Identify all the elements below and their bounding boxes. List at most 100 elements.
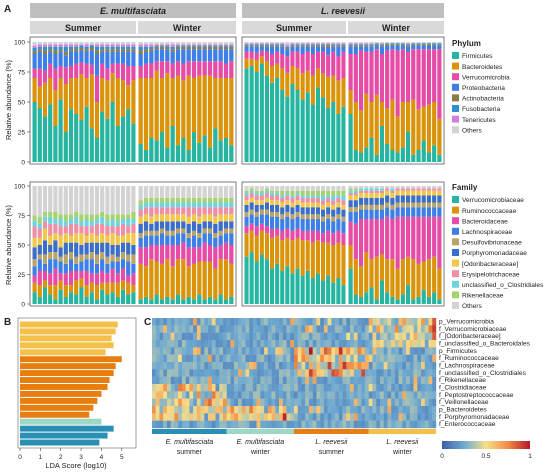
heatmap-cell — [338, 369, 343, 377]
bar-segment-proteobacteria — [295, 46, 300, 52]
heatmap-cell — [256, 318, 261, 326]
heatmap-cell — [402, 420, 407, 429]
bar-segment-porphyromonadaceae — [48, 245, 53, 253]
heatmap-cell — [391, 398, 396, 407]
heatmap-cell — [159, 340, 164, 348]
bar-segment-tenericutes — [369, 43, 374, 45]
bar-segment-actinobacteria — [400, 44, 405, 46]
bar-segment-bacteroidaceae — [358, 219, 364, 267]
heatmap-cell — [219, 384, 224, 392]
bar-segment-others — [270, 42, 275, 44]
heatmap-cell — [166, 391, 171, 399]
bar-segment-fusobacteria — [353, 44, 358, 46]
heatmap-cell — [417, 362, 422, 370]
bar-segment-proteobacteria — [331, 46, 336, 52]
bar-segment-lachnospiraceae — [58, 261, 63, 274]
bar-segment--odoribacteraceae- — [186, 216, 191, 224]
heatmap-cell — [331, 398, 336, 407]
heatmap-cell — [320, 420, 325, 429]
bar-segment-verrucomicrobia — [115, 63, 120, 78]
bar-segment-bacteroidetes — [315, 68, 320, 88]
bar-segment-ruminococcaceae — [120, 280, 126, 290]
bar-segment-verrucomicrobiaceae — [305, 270, 310, 304]
bar-segment-verrucomicrobiaceae — [53, 299, 58, 304]
bar-segment-others — [68, 186, 74, 215]
heatmap-cell — [346, 420, 351, 429]
heatmap-cell — [312, 398, 317, 407]
bar-segment-desulfovibrionaceae — [310, 214, 315, 220]
bar-segment-desulfovibrionaceae — [63, 254, 68, 264]
bar-segment-firmicutes — [53, 126, 58, 162]
heatmap-cell — [163, 318, 168, 326]
heatmap-cell — [226, 332, 231, 341]
heatmap-cell — [264, 376, 269, 385]
bar-segment-verrucomicrobiaceae — [84, 296, 89, 304]
heatmap-cell — [316, 340, 321, 348]
heatmap-cell — [260, 347, 265, 355]
legend-label: Erysipelotrichaceae — [462, 271, 520, 278]
lda-bar — [20, 370, 114, 377]
heatmap-cell — [331, 376, 336, 385]
bar-segment-verrucomicrobiaceae — [331, 282, 336, 304]
heatmap-cell — [361, 391, 366, 399]
bar-segment-unclassified-o-clostridiales — [131, 219, 136, 224]
heatmap-cell — [338, 376, 343, 385]
heatmap-cell — [215, 369, 220, 377]
bar-segment-verrucomicrobiaceae — [315, 273, 320, 304]
bar-segment-proteobacteria — [202, 49, 207, 62]
bar-segment-verrucomicrobiaceae — [437, 299, 442, 304]
heatmap-cell — [350, 413, 354, 421]
bar-segment-verrucomicrobiaceae — [63, 296, 68, 304]
heatmap-row-label: f_unclassified_o_Bacteroidales — [439, 341, 531, 348]
bar-segment-porphyromonadaceae — [191, 221, 197, 231]
bar-segment--odoribacteraceae- — [218, 214, 223, 222]
heatmap-cell — [279, 398, 283, 407]
bar-segment-ruminococcaceae — [53, 285, 58, 300]
heatmap-cell — [424, 354, 429, 363]
heatmap-cell — [178, 420, 183, 429]
heatmap-cell — [301, 362, 306, 370]
bar-segment-others — [315, 42, 320, 44]
bar-segment--odoribacteraceae- — [315, 202, 320, 208]
bar-segment-tenericutes — [254, 43, 259, 45]
heatmap-cell — [279, 347, 283, 355]
bar-segment-lachnospiraceae — [331, 221, 336, 234]
bar-segment-tenericutes — [186, 44, 191, 46]
heatmap-cell — [301, 413, 306, 421]
heatmap-cell — [185, 354, 190, 363]
bar-segment-fusobacteria — [154, 45, 159, 47]
bar-segment-rikenellaceae — [249, 188, 254, 191]
bar-segment-proteobacteria — [416, 45, 421, 50]
heatmap-cell — [189, 369, 194, 377]
bar-segment-others — [63, 186, 68, 215]
legend-swatch — [452, 83, 459, 91]
bar-segment-actinobacteria — [143, 49, 149, 52]
bar-segment-proteobacteria — [165, 49, 170, 62]
heatmap-cell — [417, 318, 422, 326]
bar-segment-actinobacteria — [285, 47, 290, 50]
bar-segment-others — [131, 42, 136, 45]
bar-segment-actinobacteria — [421, 44, 426, 46]
bar-segment--odoribacteraceae- — [295, 200, 300, 205]
bar-segment-others — [223, 42, 229, 45]
bar-segment-bacteroidetes — [186, 75, 191, 150]
bar-segment-desulfovibrionaceae — [348, 207, 353, 212]
heatmap-cell — [428, 391, 433, 399]
bar-segment-unclassified-o-clostridiales — [300, 195, 305, 198]
heatmap-cell — [376, 413, 381, 421]
heatmap-cell — [368, 384, 373, 392]
bar-segment-unclassified-o-clostridiales — [336, 195, 341, 198]
heatmap-cell — [301, 398, 306, 407]
bar-segment-lachnospiraceae — [249, 214, 254, 224]
heatmap-cell — [421, 340, 425, 348]
heatmap-cell — [230, 362, 235, 370]
bar-segment-porphyromonadaceae — [207, 221, 213, 229]
heatmap-cell — [335, 406, 340, 414]
heatmap-cell — [245, 391, 250, 399]
heatmap-cell — [376, 369, 381, 377]
bar-segment-bacteroidetes — [432, 102, 437, 146]
bar-segment-others — [395, 186, 400, 189]
heatmap-cell — [181, 332, 186, 341]
bar-segment-verrucomicrobiaceae — [348, 268, 353, 304]
heatmap-cell — [394, 420, 399, 429]
